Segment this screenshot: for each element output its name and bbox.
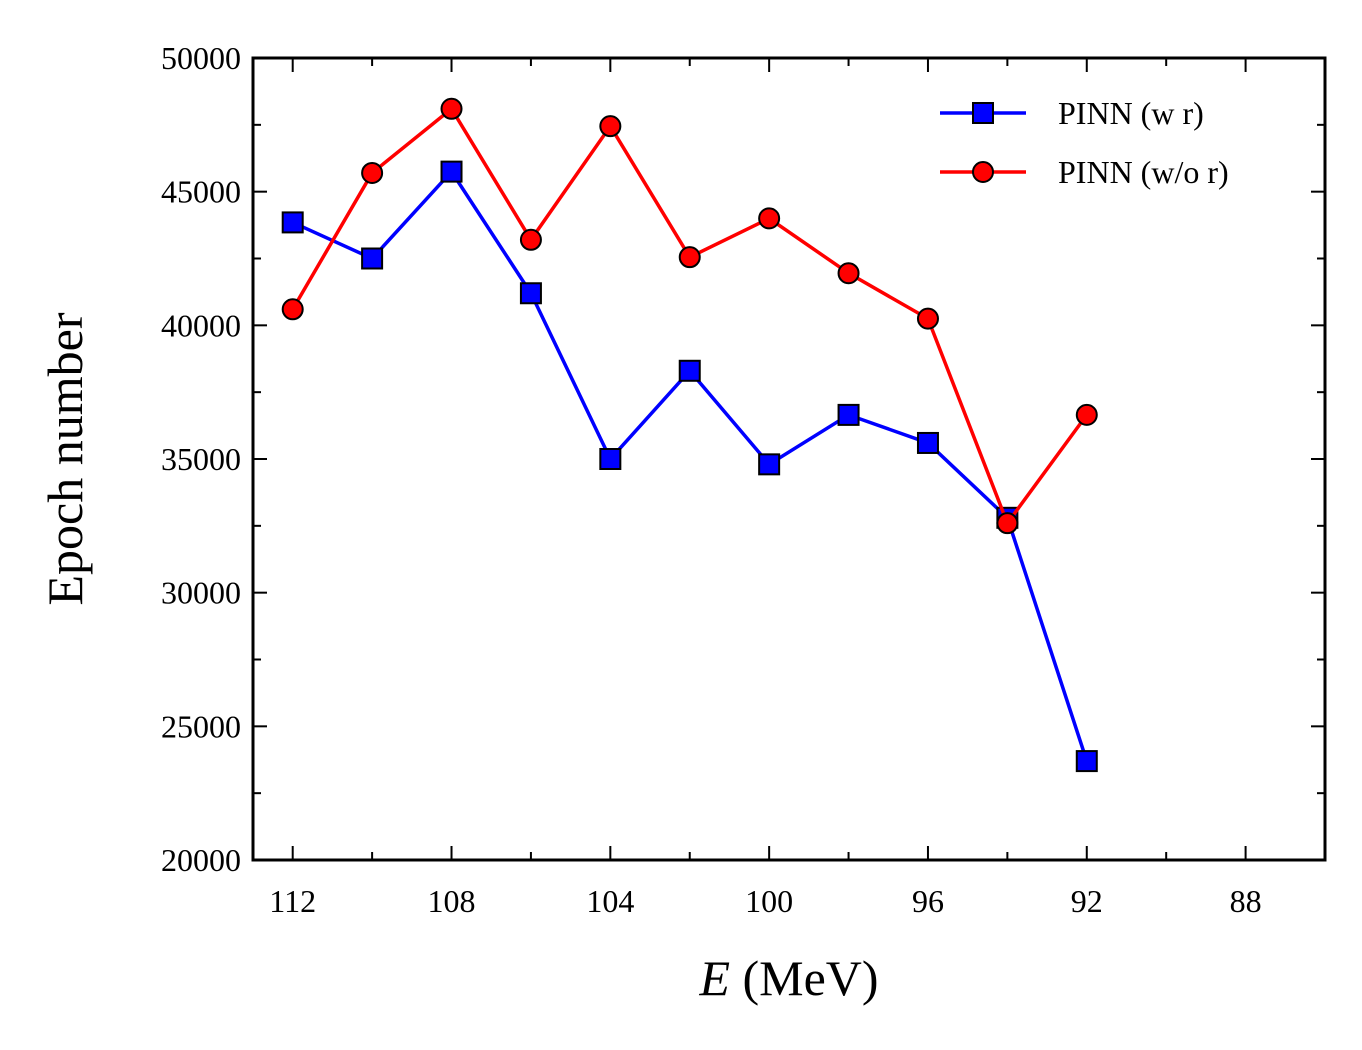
- square-marker: [837, 403, 860, 426]
- series-2: [281, 97, 1098, 535]
- x-tick-label: 100: [745, 883, 793, 919]
- legend-label: PINN (w/o r): [1058, 154, 1229, 190]
- y-tick-label: 25000: [161, 708, 241, 744]
- circle-marker: [361, 161, 384, 184]
- x-tick-label: 96: [912, 883, 944, 919]
- square-marker: [361, 247, 384, 270]
- circle-marker: [440, 97, 463, 120]
- legend-label: PINN (w r): [1058, 95, 1204, 131]
- legend-marker: [972, 161, 994, 183]
- series-layer: [281, 97, 1098, 773]
- square-marker: [599, 448, 622, 470]
- circle-marker: [678, 246, 701, 269]
- circle-marker: [599, 115, 622, 138]
- x-axis-variable: E: [698, 950, 730, 1006]
- legend: PINN (w r) PINN (w/o r): [940, 95, 1229, 190]
- circle-marker: [281, 298, 304, 321]
- x-tick-label: 108: [428, 883, 476, 919]
- square-marker: [281, 211, 304, 234]
- legend-item: PINN (w r): [940, 95, 1204, 131]
- plot-frame: [251, 56, 1327, 862]
- circle-marker: [996, 512, 1019, 535]
- y-tick-label: 20000: [161, 842, 241, 878]
- x-tick-label: 92: [1071, 883, 1103, 919]
- square-marker: [678, 359, 701, 382]
- y-tick-label: 35000: [161, 441, 241, 477]
- x-tick-label: 104: [586, 883, 634, 919]
- circle-marker: [837, 262, 860, 285]
- square-marker: [1075, 750, 1098, 773]
- x-tick-label: 88: [1230, 883, 1262, 919]
- y-axis-title: Epoch number: [37, 312, 93, 605]
- circle-marker: [519, 228, 542, 251]
- legend-marker: [972, 102, 994, 124]
- circle-marker: [758, 207, 781, 230]
- y-tick-label: 50000: [161, 40, 241, 76]
- tick-labels: 112 108 104 100 96 92 88 20000 25000 30000 35000 40…: [161, 40, 1262, 919]
- x-axis-unit: (MeV): [730, 950, 879, 1006]
- circle-marker: [1075, 403, 1098, 426]
- y-tick-label: 40000: [161, 307, 241, 343]
- circle-marker: [916, 307, 939, 330]
- square-marker: [758, 453, 781, 476]
- square-marker: [519, 282, 542, 305]
- legend-item: PINN (w/o r): [940, 154, 1229, 190]
- y-tick-label: 45000: [161, 174, 241, 210]
- square-marker: [916, 431, 939, 454]
- x-axis-title: E (MeV): [698, 950, 878, 1006]
- y-tick-label: 30000: [161, 575, 241, 611]
- x-tick-label: 112: [269, 883, 316, 919]
- square-marker: [440, 160, 463, 183]
